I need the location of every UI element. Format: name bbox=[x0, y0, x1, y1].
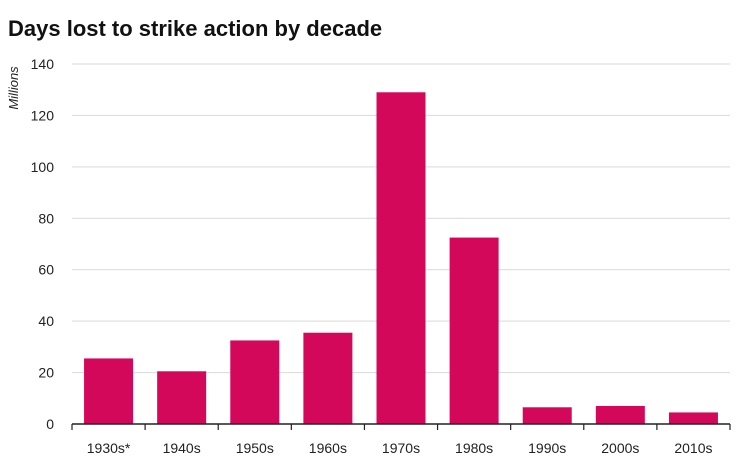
x-tick-label: 1940s bbox=[163, 440, 201, 456]
bar-1950s bbox=[230, 340, 280, 424]
y-tick-label: 0 bbox=[46, 416, 54, 432]
y-tick-label: 120 bbox=[31, 107, 55, 123]
y-axis-ticks: 0 20 40 60 80 100 120 140 bbox=[31, 56, 55, 432]
x-axis-ticks: 1930s* 1940s 1950s 1960s 1970s 1980s 1990s 2000… bbox=[87, 440, 713, 456]
bars bbox=[84, 92, 718, 425]
bar-1970s bbox=[376, 92, 426, 425]
bar-1930s bbox=[84, 358, 134, 424]
y-axis-label: Millions bbox=[6, 66, 21, 110]
y-tick-label: 80 bbox=[38, 210, 54, 226]
x-tick-label: 1950s bbox=[236, 440, 274, 456]
x-tick-label: 2010s bbox=[674, 440, 712, 456]
x-tick-label: 1980s bbox=[455, 440, 493, 456]
y-tick-label: 20 bbox=[38, 365, 54, 381]
bar-2000s bbox=[595, 406, 645, 424]
bar-1960s bbox=[303, 332, 353, 424]
y-tick-label: 40 bbox=[38, 313, 54, 329]
x-tick-label: 1960s bbox=[309, 440, 347, 456]
x-tick-label: 1970s bbox=[382, 440, 420, 456]
bar-1980s bbox=[449, 237, 499, 424]
x-axis bbox=[71, 423, 731, 430]
x-tick-label: 1990s bbox=[528, 440, 566, 456]
bar-1940s bbox=[157, 371, 207, 424]
x-tick-label: 2000s bbox=[601, 440, 639, 456]
x-tick-label: 1930s* bbox=[87, 440, 131, 456]
y-tick-label: 100 bbox=[31, 159, 55, 175]
bar-1990s bbox=[522, 407, 572, 424]
y-tick-label: 60 bbox=[38, 262, 54, 278]
bar-2010s bbox=[668, 412, 718, 424]
y-tick-label: 140 bbox=[31, 56, 55, 72]
chart-title: Days lost to strike action by decade bbox=[8, 16, 383, 41]
